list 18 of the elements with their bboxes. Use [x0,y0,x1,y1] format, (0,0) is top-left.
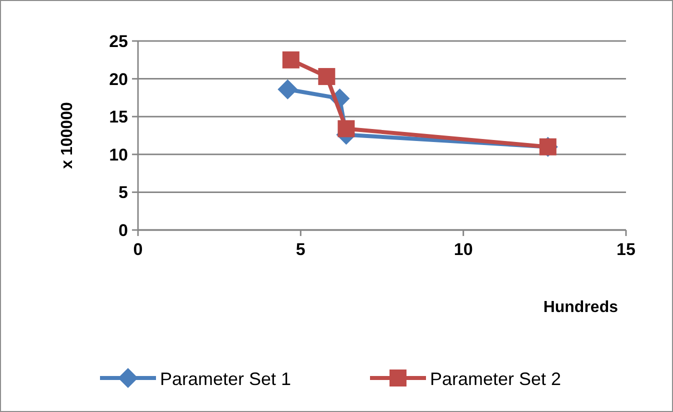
x-tick-label: 0 [133,240,143,259]
legend-label: Parameter Set 1 [160,369,292,389]
y-axis-title: x 100000 [59,102,76,169]
y-tick-label: 5 [118,183,128,202]
y-tick-label: 25 [109,32,128,51]
y-tick-label: 0 [118,221,128,240]
point [282,51,300,68]
point [338,120,355,138]
x-tick-label: 15 [616,240,636,259]
x-tick-label: 5 [296,240,306,259]
y-tick-label: 20 [109,70,128,89]
point [278,79,298,100]
y-tick-label: 10 [109,145,128,164]
y-tick-label: 15 [109,108,128,127]
x-tick-label: 10 [454,240,473,259]
point [318,68,336,86]
legend-label: Parameter Set 2 [430,369,562,389]
x-axis-title: Hundreds [543,299,618,316]
